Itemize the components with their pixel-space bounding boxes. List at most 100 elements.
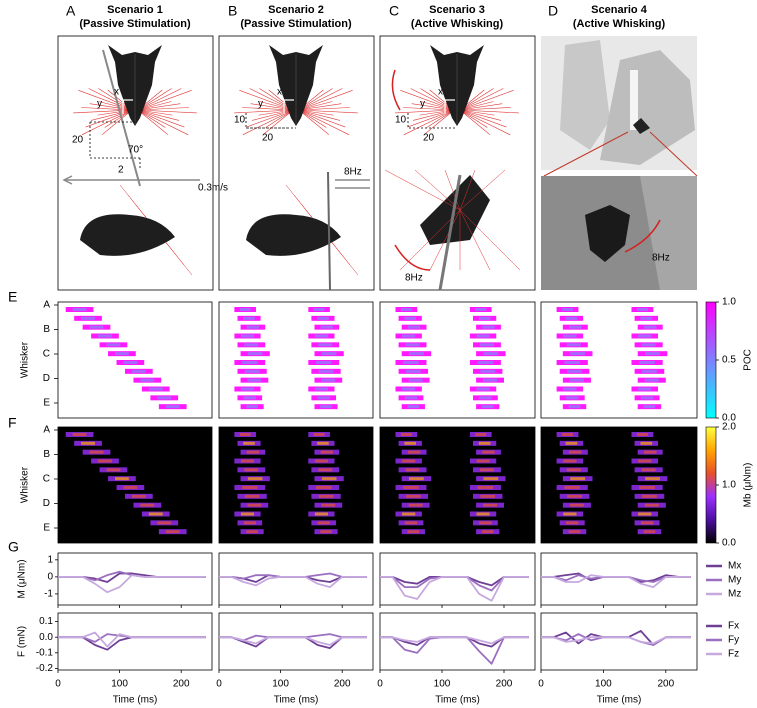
heat-cell	[321, 378, 336, 382]
heat-cell	[402, 334, 416, 338]
annotation: 20	[423, 133, 435, 144]
heat-cell	[395, 333, 422, 339]
whisker	[384, 169, 461, 211]
rat-small	[633, 118, 650, 134]
heat-cell	[98, 334, 112, 338]
panel-letter: C	[389, 3, 399, 19]
heat-cell	[475, 308, 487, 311]
heat-cell	[569, 450, 582, 454]
image-frame	[57, 35, 214, 291]
heat-cell	[403, 486, 419, 489]
heat-cell	[89, 450, 104, 454]
heat-cell	[320, 450, 333, 454]
heat-cell	[567, 494, 582, 498]
colorbar-tick-label: 1.0	[722, 297, 736, 308]
heat-cell	[314, 334, 328, 338]
heat-cell	[237, 342, 266, 348]
axes-frame	[57, 552, 213, 606]
annotation: x	[114, 87, 119, 98]
annotation: 8Hz	[405, 273, 423, 284]
heat-cell	[565, 521, 579, 525]
legend-label: My	[728, 575, 741, 586]
whisker	[459, 109, 511, 136]
axes-frame	[540, 612, 698, 671]
legend-label: Fy	[728, 635, 739, 646]
heat-cell	[640, 316, 653, 320]
heat-cell	[481, 405, 494, 409]
heat-cell	[562, 433, 573, 436]
heat-cell	[165, 530, 180, 534]
heat-cell	[473, 342, 501, 348]
heat-cell	[569, 378, 584, 382]
scenario-subtitle: (Passive Stimulation)	[240, 18, 352, 30]
heat-cell	[318, 343, 333, 347]
whisker	[403, 109, 455, 136]
whisker	[444, 169, 461, 211]
whisker	[459, 169, 476, 211]
axes-frame	[379, 552, 536, 606]
heat-cell	[408, 503, 423, 507]
scenario-title: Scenario 2	[268, 4, 324, 16]
heat-cell	[409, 352, 424, 356]
heat-cell	[643, 325, 657, 329]
whisker	[137, 90, 192, 111]
whisker	[459, 169, 506, 211]
heat-cell	[409, 477, 424, 481]
whisker	[414, 169, 461, 211]
heat-cell	[99, 342, 128, 348]
rat-side	[80, 214, 175, 256]
rat-head	[585, 205, 630, 262]
heat-cell	[106, 343, 121, 347]
whisker	[137, 109, 180, 121]
heat-cell	[244, 369, 260, 373]
heat-cell	[243, 396, 256, 400]
heat-cell	[402, 459, 416, 463]
whisker	[459, 107, 511, 111]
whisker	[137, 107, 189, 111]
colorbar	[705, 301, 717, 419]
whisker	[265, 109, 294, 128]
whisker	[298, 109, 346, 128]
heat-cell	[395, 386, 422, 392]
y-tick-label: B	[43, 324, 50, 335]
axes-xy	[283, 99, 294, 114]
whisker	[298, 101, 333, 111]
heat-cell	[483, 477, 499, 481]
heat-cell	[407, 325, 421, 329]
heat-cell	[308, 386, 335, 392]
heat-cell	[237, 315, 261, 321]
whisker	[137, 109, 169, 135]
y-tick-label: 1	[47, 554, 53, 565]
dim-lines	[245, 113, 296, 129]
heat-cell	[313, 308, 325, 311]
heat-cell	[639, 486, 655, 489]
arrow	[62, 175, 200, 185]
x-tick-label: 100	[595, 679, 612, 690]
legend-label: Fx	[728, 621, 739, 632]
colorbar-tick-label: 0.0	[722, 538, 736, 549]
heat-cell	[562, 351, 593, 357]
y-tick-label: 0.0	[39, 632, 53, 643]
heat-cell	[234, 333, 261, 339]
x-tick-label: 0	[216, 679, 222, 690]
heat-cell	[98, 459, 112, 463]
heat-cell	[81, 441, 95, 445]
line-trace	[58, 631, 206, 648]
dim-lines	[89, 121, 141, 168]
heat-cell	[141, 386, 170, 392]
heat-cell	[473, 315, 497, 321]
heat-cell	[131, 369, 146, 373]
heat-cell	[644, 378, 659, 382]
heat-cell	[404, 396, 418, 400]
x-tick-label: 100	[272, 679, 289, 690]
whisker	[249, 88, 294, 111]
heat-cell	[317, 316, 329, 320]
heat-cell	[405, 369, 421, 373]
terrain	[640, 176, 697, 290]
heat-cell	[637, 404, 662, 410]
heat-cell	[318, 468, 333, 472]
heat-cell	[559, 395, 585, 401]
heat-cell	[242, 486, 258, 489]
zoom-line	[649, 131, 698, 177]
